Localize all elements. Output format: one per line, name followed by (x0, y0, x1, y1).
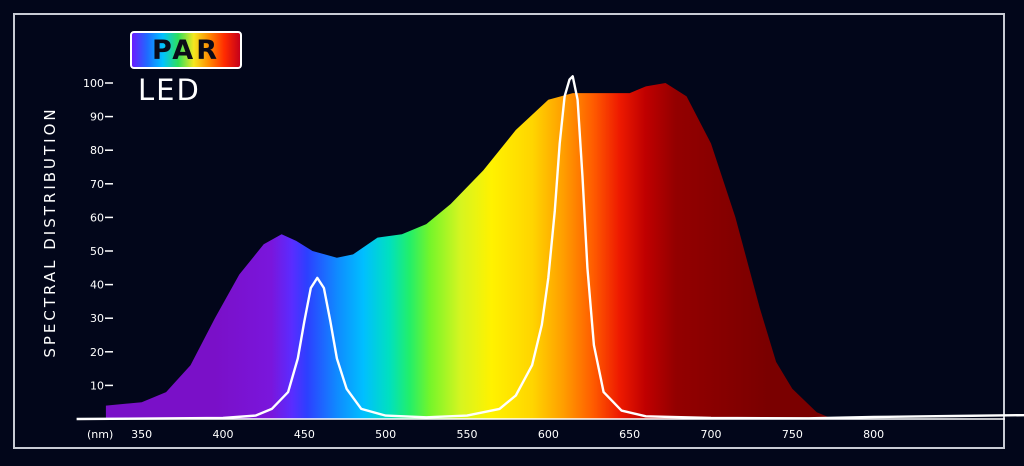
led-label: LED (138, 73, 201, 107)
y-tick-label: 90 (90, 111, 104, 124)
y-tick-label: 50 (90, 245, 104, 258)
x-tick-label: 550 (457, 428, 478, 441)
y-tick-label: 70 (90, 178, 104, 191)
y-tick-label: 100 (83, 77, 104, 90)
par-badge: PAR (130, 31, 242, 69)
x-tick-label: 750 (782, 428, 803, 441)
y-tick-label: 20 (90, 346, 104, 359)
y-axis-title: SPECTRAL DISTRIBUTION (41, 106, 59, 357)
x-unit-label: (nm) (87, 428, 113, 441)
x-tick-label: 500 (375, 428, 396, 441)
x-tick-label: 700 (701, 428, 722, 441)
y-tick-label: 80 (90, 144, 104, 157)
x-tick-label: 600 (538, 428, 559, 441)
x-tick-label: 450 (294, 428, 315, 441)
chart-frame (13, 13, 1005, 449)
y-tick-label: 30 (90, 312, 104, 325)
par-label: PAR (152, 34, 220, 66)
x-tick-label: 800 (863, 428, 884, 441)
y-tick-label: 40 (90, 279, 104, 292)
y-tick-label: 10 (90, 379, 104, 392)
led-emission-line (76, 75, 1024, 421)
x-tick-label: 400 (213, 428, 234, 441)
x-tick-label: 650 (619, 428, 640, 441)
y-tick-label: 60 (90, 211, 104, 224)
spectrum-area (105, 83, 833, 419)
x-tick-label: 350 (131, 428, 152, 441)
